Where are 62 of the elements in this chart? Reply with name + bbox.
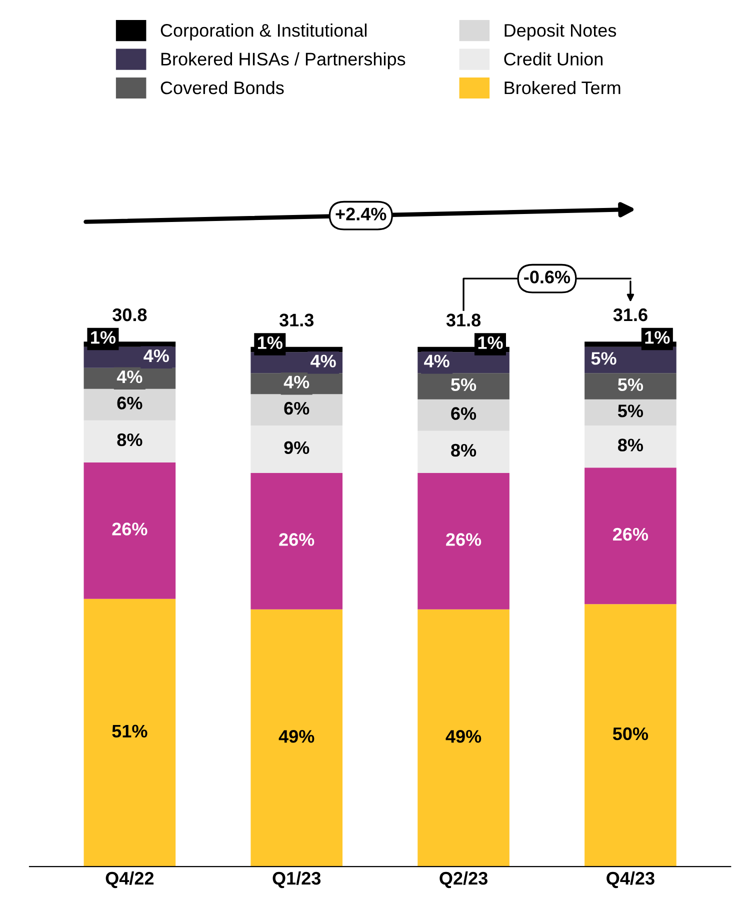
data-label: 9% — [284, 441, 310, 454]
legend-label: Credit Union — [504, 52, 602, 66]
data-label: 8% — [117, 433, 142, 446]
bar — [418, 430, 510, 473]
data-label: 6% — [117, 396, 142, 410]
data-label: 5% — [591, 352, 616, 365]
bar — [584, 604, 676, 867]
data-label: 26% — [112, 522, 148, 536]
bar — [84, 598, 176, 867]
bar — [418, 399, 510, 431]
data-label: 51% — [112, 724, 148, 738]
data-label: 49% — [278, 730, 314, 743]
bar — [418, 609, 510, 867]
data-label: 5% — [618, 404, 644, 418]
bar — [584, 373, 676, 400]
annotation: 30.8 — [112, 308, 147, 322]
x-tick-label: Q1/23 — [272, 871, 321, 888]
data-label: 26% — [613, 528, 648, 541]
bar — [418, 472, 510, 610]
data-label: 1% — [258, 336, 282, 350]
bar — [250, 609, 343, 867]
data-label: 49% — [446, 730, 482, 743]
data-label: 1% — [645, 331, 670, 344]
bar — [250, 394, 343, 426]
data-label: 8% — [618, 438, 644, 452]
annotation: 31.8 — [446, 314, 481, 326]
data-label: 5% — [618, 378, 644, 392]
legend-label: Brokered HISAs / Partnerships — [161, 52, 406, 70]
data-label: 26% — [446, 533, 482, 546]
data-label: 1% — [91, 331, 116, 344]
data-label: 4% — [116, 370, 142, 384]
text: +2.4% — [336, 208, 386, 220]
bar — [84, 462, 176, 599]
bar — [84, 420, 176, 462]
data-label: 50% — [612, 727, 648, 740]
legend-label: Deposit Notes — [504, 24, 616, 40]
bar — [418, 373, 510, 400]
bar — [584, 468, 676, 604]
bar — [584, 399, 676, 426]
data-label: 1% — [478, 336, 503, 350]
data-label: 4% — [310, 354, 336, 368]
legend-label: Covered Bonds — [160, 80, 284, 94]
data-label: 4% — [144, 349, 169, 362]
x-tick-label: Q2/23 — [440, 871, 488, 888]
bar — [250, 472, 343, 610]
data-label: 26% — [279, 533, 314, 546]
x-tick-label: Q4/23 — [606, 871, 654, 888]
text: -0.6% — [524, 270, 570, 284]
x-tick-label: Q4/22 — [106, 871, 154, 888]
annotation: 31.3 — [279, 314, 314, 326]
bar — [84, 388, 176, 420]
data-label: 5% — [451, 378, 476, 392]
annotation: 31.6 — [613, 308, 648, 322]
legend-label: Brokered Term — [504, 80, 620, 94]
data-label: 6% — [451, 407, 476, 420]
bar — [250, 426, 343, 473]
data-label: 6% — [284, 402, 310, 415]
data-label: 4% — [424, 354, 450, 368]
bar — [584, 426, 676, 468]
legend-label: Corporation & Institutional — [160, 24, 367, 40]
data-label: 8% — [451, 444, 476, 457]
data-label: 4% — [284, 376, 310, 388]
